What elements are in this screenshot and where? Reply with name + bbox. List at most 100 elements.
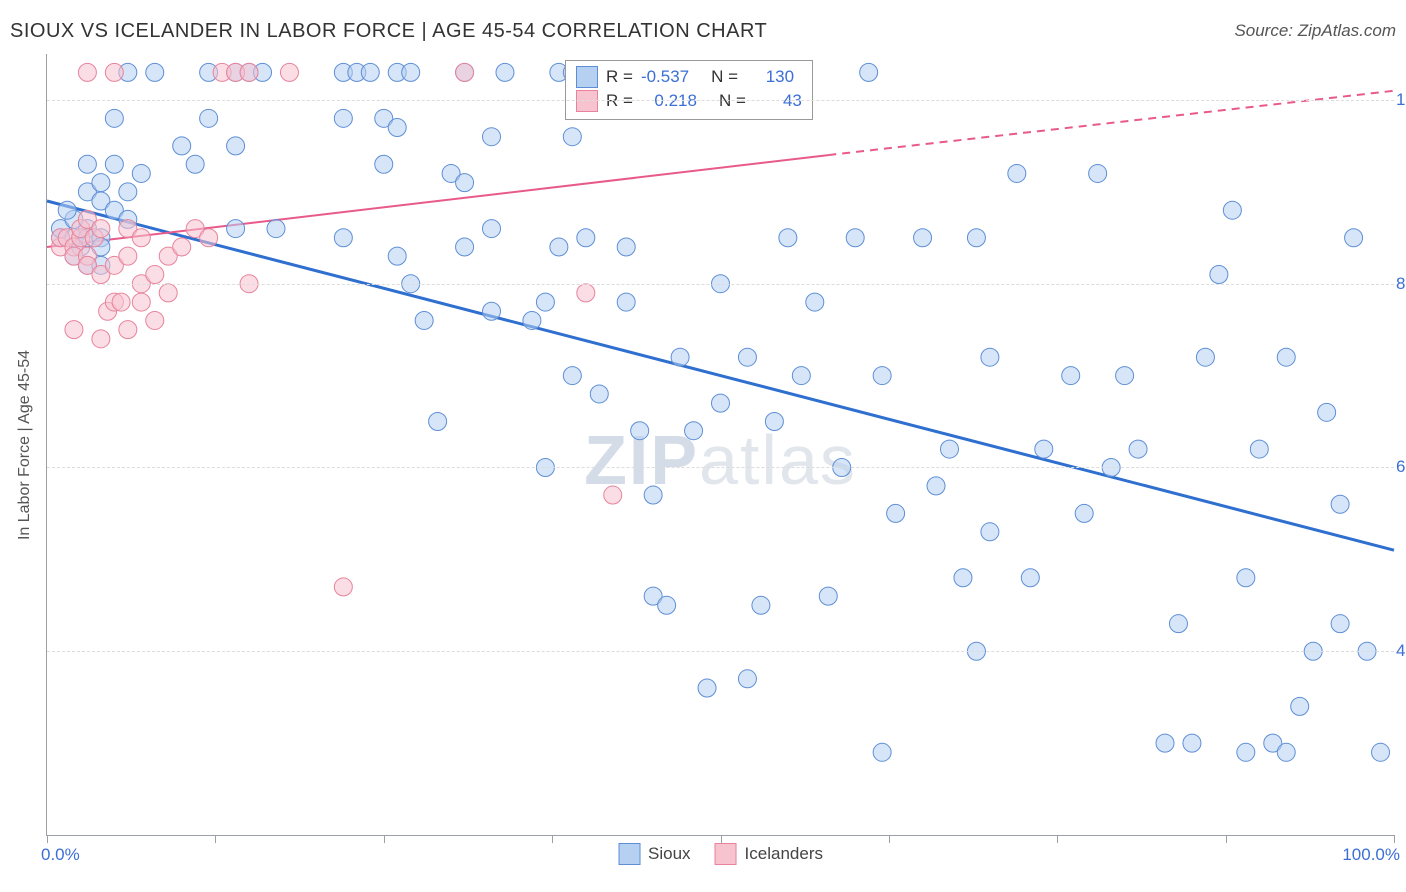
legend-item-0: Sioux <box>618 843 691 865</box>
x-tick <box>1394 835 1395 843</box>
scatter-point <box>738 348 756 366</box>
scatter-point <box>132 229 150 247</box>
scatter-point <box>78 229 96 247</box>
scatter-point <box>873 367 891 385</box>
x-tick <box>552 835 553 843</box>
scatter-point <box>483 302 501 320</box>
scatter-point <box>334 229 352 247</box>
scatter-point <box>200 63 218 81</box>
scatter-point <box>590 385 608 403</box>
scatter-point <box>119 220 137 238</box>
scatter-point <box>132 293 150 311</box>
scatter-point <box>1169 615 1187 633</box>
watermark-atlas: atlas <box>699 421 857 499</box>
scatter-point <box>78 155 96 173</box>
scatter-point <box>146 266 164 284</box>
scatter-point <box>267 220 285 238</box>
scatter-point <box>119 321 137 339</box>
scatter-point <box>1183 734 1201 752</box>
scatter-point <box>78 183 96 201</box>
scatter-point <box>105 293 123 311</box>
scatter-point <box>1021 569 1039 587</box>
swatch-series-0 <box>576 66 598 88</box>
scatter-point <box>563 128 581 146</box>
scatter-point <box>280 63 298 81</box>
scatter-point <box>159 247 177 265</box>
scatter-point <box>1277 743 1295 761</box>
scatter-point <box>388 119 406 137</box>
scatter-point <box>105 63 123 81</box>
scatter-point <box>940 440 958 458</box>
scatter-point <box>1196 348 1214 366</box>
scatter-point <box>51 229 69 247</box>
scatter-point <box>1089 164 1107 182</box>
scatter-point <box>577 229 595 247</box>
scatter-point <box>375 155 393 173</box>
scatter-point <box>914 229 932 247</box>
scatter-point <box>1237 569 1255 587</box>
scatter-point <box>496 63 514 81</box>
x-axis-first-label: 0.0% <box>41 845 80 865</box>
scatter-point <box>1250 440 1268 458</box>
scatter-point <box>92 220 110 238</box>
scatter-point <box>698 679 716 697</box>
scatter-point <box>819 587 837 605</box>
x-tick <box>721 835 722 843</box>
swatch-series-1 <box>576 90 598 112</box>
scatter-point <box>65 238 83 256</box>
scatter-point <box>186 220 204 238</box>
regression-lines <box>47 54 1394 835</box>
stats-box: R = -0.537 N = 130 R = 0.218 N = 43 <box>565 60 813 120</box>
y-tick-label: 60.0% <box>1396 457 1406 477</box>
scatter-point <box>1223 201 1241 219</box>
scatter-point <box>617 238 635 256</box>
scatter-point <box>78 63 96 81</box>
scatter-point <box>1372 743 1390 761</box>
scatter-point <box>577 284 595 302</box>
scatter-point <box>51 220 69 238</box>
scatter-point <box>132 164 150 182</box>
scatter-point <box>402 63 420 81</box>
scatter-point <box>415 311 433 329</box>
scatter-point <box>456 238 474 256</box>
scatter-point <box>1237 743 1255 761</box>
scatter-point <box>456 63 474 81</box>
x-tick <box>889 835 890 843</box>
scatter-point <box>227 220 245 238</box>
scatter-point <box>1035 440 1053 458</box>
gridline-h <box>47 467 1394 468</box>
stats-r-label: R = <box>606 89 633 113</box>
scatter-point <box>644 486 662 504</box>
scatter-point <box>72 238 90 256</box>
scatter-point <box>65 247 83 265</box>
scatter-point <box>99 302 117 320</box>
regression-line <box>47 155 828 247</box>
scatter-point <box>442 164 460 182</box>
y-tick-label: 100.0% <box>1396 90 1406 110</box>
scatter-point <box>1331 495 1349 513</box>
scatter-point <box>119 63 137 81</box>
scatter-point <box>92 192 110 210</box>
scatter-point <box>186 155 204 173</box>
scatter-point <box>536 293 554 311</box>
stats-n-label: N = <box>719 89 746 113</box>
y-axis-label-container: In Labor Force | Age 45-54 <box>14 54 36 836</box>
scatter-point <box>78 256 96 274</box>
scatter-point <box>685 422 703 440</box>
scatter-point <box>523 311 541 329</box>
scatter-point <box>1331 615 1349 633</box>
stats-r-value-1: 0.218 <box>641 89 697 113</box>
scatter-point <box>85 229 103 247</box>
scatter-point <box>78 210 96 228</box>
scatter-point <box>173 137 191 155</box>
scatter-point <box>72 229 90 247</box>
scatter-point <box>58 229 76 247</box>
scatter-point <box>671 348 689 366</box>
scatter-point <box>1210 266 1228 284</box>
scatter-point <box>105 109 123 127</box>
scatter-point <box>227 63 245 81</box>
scatter-point <box>1116 367 1134 385</box>
scatter-point <box>1291 697 1309 715</box>
chart-title: SIOUX VS ICELANDER IN LABOR FORCE | AGE … <box>10 20 767 43</box>
scatter-point <box>334 109 352 127</box>
